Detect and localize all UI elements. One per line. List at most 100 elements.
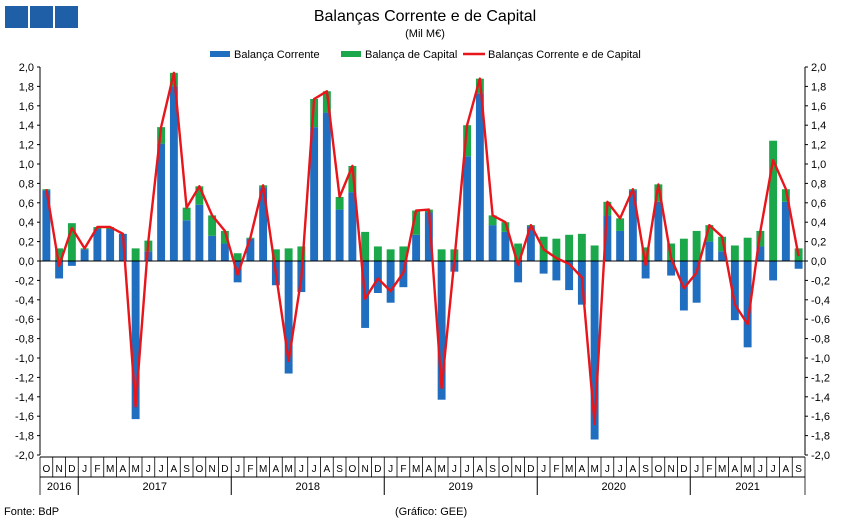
y-tick-label-right: -1,6 (811, 411, 830, 423)
bar-capital (437, 249, 446, 261)
bar-current (67, 261, 76, 266)
bar-current (730, 261, 739, 321)
logo-block-3 (55, 6, 78, 28)
y-tick-label-left: -0,8 (15, 334, 34, 346)
y-tick-label-left: -1,8 (15, 431, 34, 443)
logo-block-1 (5, 6, 28, 28)
legend-label-3: Balanças Corrente e de Capital (488, 49, 641, 61)
month-label: J (758, 464, 763, 475)
bar-current (641, 261, 650, 279)
y-tick-label-left: 1,6 (19, 101, 34, 113)
y-tick-label-left: -2,0 (15, 450, 34, 462)
bar-capital (590, 245, 599, 261)
month-label: A (171, 464, 178, 475)
bar-capital (335, 196, 344, 210)
bar-capital (501, 222, 510, 232)
month-label: J (541, 464, 546, 475)
y-tick-label-right: 1,2 (811, 140, 826, 152)
bar-current (322, 112, 331, 261)
month-label: J (618, 464, 623, 475)
bar-capital (195, 186, 204, 205)
bar-current (182, 220, 191, 261)
bar-current (259, 187, 268, 261)
bar-current (514, 261, 523, 283)
y-tick-label-right: 1,8 (811, 81, 826, 93)
month-label: F (553, 464, 559, 475)
bar-capital (208, 215, 217, 236)
bar-current (284, 261, 293, 374)
month-label: A (732, 464, 739, 475)
bar-capital (743, 237, 752, 261)
y-tick-label-right: -0,2 (811, 275, 830, 287)
bar-current (781, 201, 790, 261)
bar-current (157, 143, 166, 261)
month-label: O (195, 464, 203, 475)
month-label: D (68, 464, 75, 475)
bar-capital (131, 248, 140, 261)
month-label: O (654, 464, 662, 475)
y-tick-label-right: 2,0 (811, 62, 826, 74)
month-label: F (706, 464, 712, 475)
month-label: J (82, 464, 87, 475)
month-label: D (527, 464, 534, 475)
y-tick-label-right: 1,0 (811, 159, 826, 171)
month-label: J (694, 464, 699, 475)
bar-capital (577, 233, 586, 261)
month-label: O (348, 464, 356, 475)
bar-capital (67, 223, 76, 261)
y-tick-label-right: -1,0 (811, 353, 830, 365)
month-label: M (565, 464, 573, 475)
bar-current (794, 261, 803, 269)
month-label: S (795, 464, 802, 475)
y-tick-label-right: -1,4 (811, 392, 830, 404)
legend-label-1: Balança Corrente (234, 49, 320, 61)
bar-capital (348, 165, 357, 193)
bar-current (55, 261, 64, 279)
bar-current (208, 235, 217, 261)
month-label: J (388, 464, 393, 475)
bar-current (628, 190, 637, 261)
legend-label-2: Balança de Capital (365, 49, 457, 61)
month-label: J (159, 464, 164, 475)
month-label: A (477, 464, 484, 475)
month-label: N (56, 464, 63, 475)
month-label: N (515, 464, 522, 475)
bar-current (412, 234, 421, 261)
year-label: 2016 (47, 481, 71, 493)
bar-capital (514, 243, 523, 261)
y-tick-label-right: -2,0 (811, 450, 830, 462)
bar-current (756, 246, 765, 261)
y-tick-label-right: 0,0 (811, 256, 826, 268)
source-note: Fonte: BdP (4, 506, 60, 518)
bar-current (386, 261, 395, 303)
bar-current (565, 261, 574, 291)
y-tick-label-left: 0,6 (19, 198, 34, 210)
bar-capital (781, 189, 790, 202)
bar-capital (182, 207, 191, 221)
bar-current (310, 127, 319, 261)
bar-capital (361, 231, 370, 261)
bar-current (195, 204, 204, 261)
y-tick-label-left: -0,6 (15, 314, 34, 326)
month-label: J (235, 464, 240, 475)
bar-current (769, 261, 778, 281)
y-tick-label-right: 0,2 (811, 237, 826, 249)
bar-capital (679, 238, 688, 261)
year-label: 2018 (296, 481, 320, 493)
y-tick-label-right: -0,6 (811, 314, 830, 326)
bar-current (488, 225, 497, 261)
month-label: M (259, 464, 267, 475)
bar-capital (412, 210, 421, 235)
month-label: J (605, 464, 610, 475)
year-label: 2021 (735, 481, 759, 493)
bar-capital (641, 247, 650, 261)
bar-capital (616, 218, 625, 231)
y-tick-label-right: 0,8 (811, 178, 826, 190)
month-label: F (94, 464, 100, 475)
y-tick-label-left: -1,0 (15, 353, 34, 365)
bar-current (42, 190, 51, 261)
month-label: M (718, 464, 726, 475)
bar-current (539, 261, 548, 274)
bar-capital (654, 184, 663, 202)
